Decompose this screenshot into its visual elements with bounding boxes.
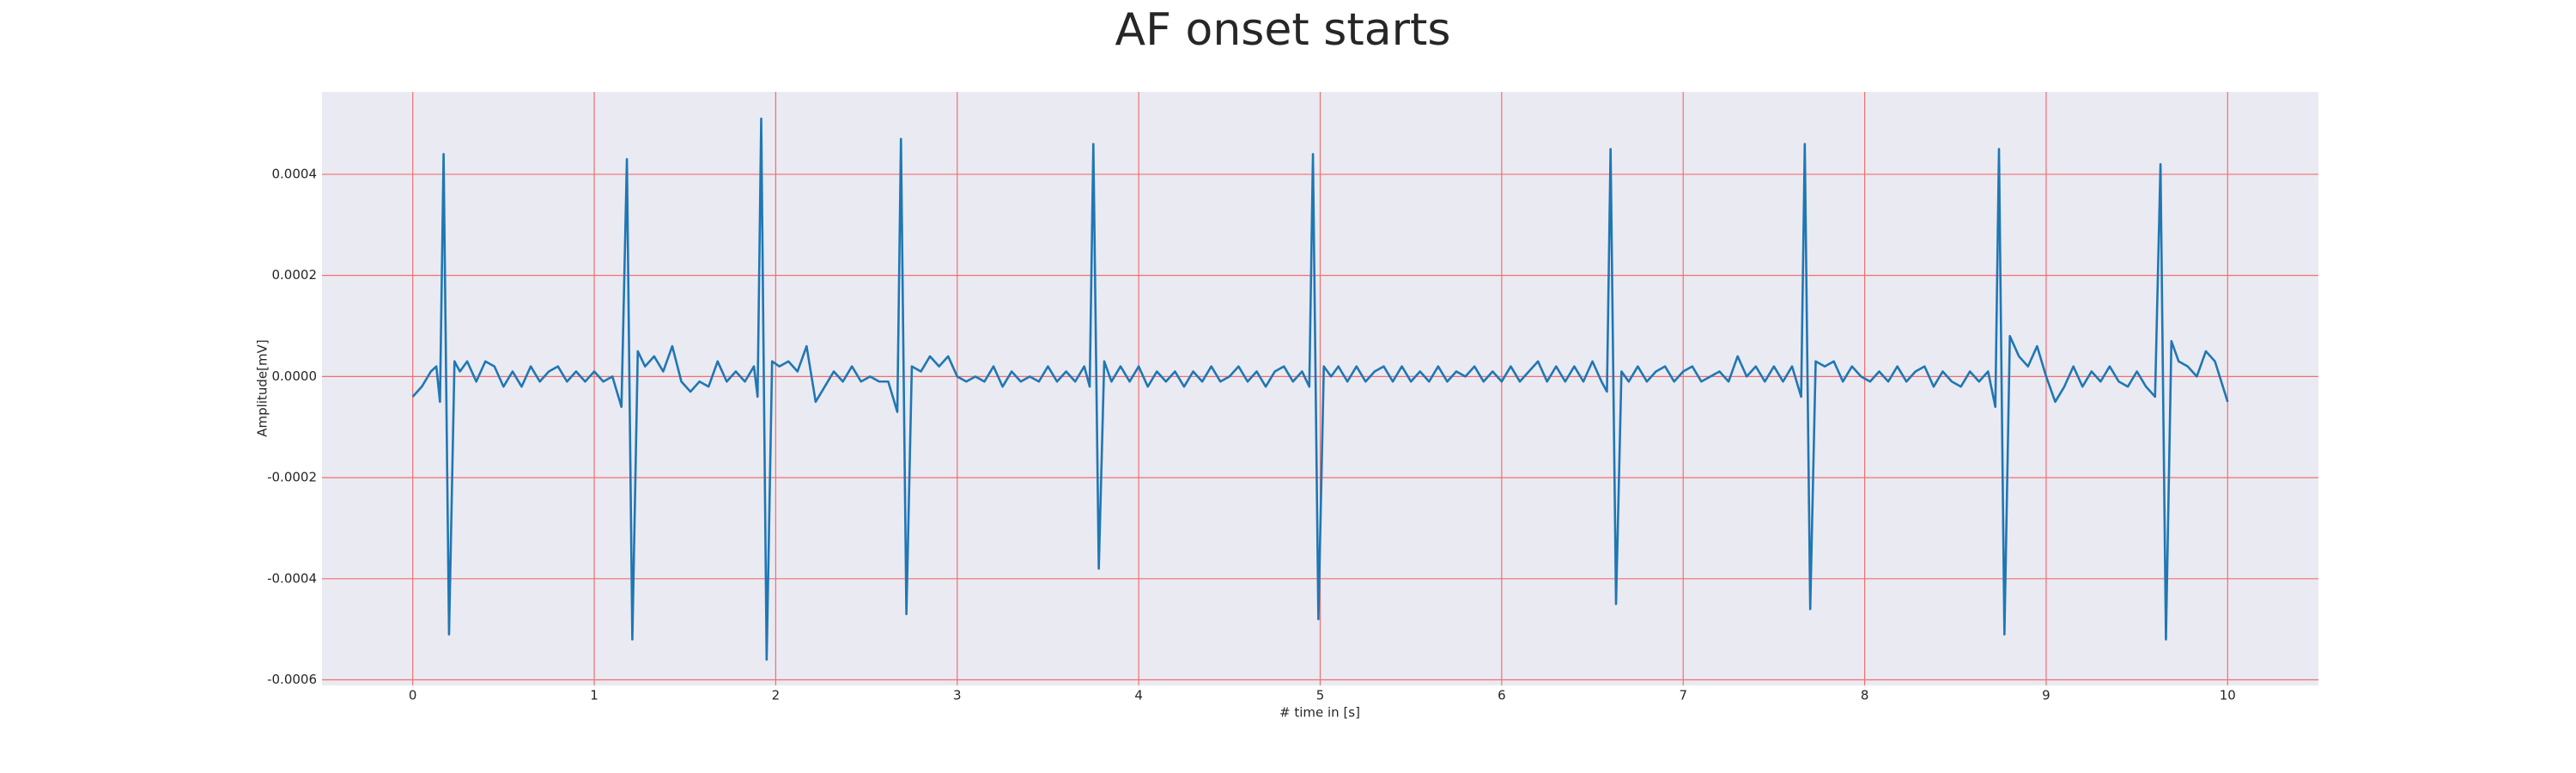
x-tick-label: 7 — [1679, 688, 1687, 703]
y-axis-label: Amplitude[mV] — [255, 339, 270, 436]
x-tick-label: 5 — [1316, 688, 1325, 703]
chart-title: AF onset starts — [1115, 4, 1451, 56]
y-tick-label: -0.0002 — [267, 470, 317, 485]
x-axis-label: # time in [s] — [1279, 705, 1360, 721]
grid — [322, 92, 2318, 685]
x-tick-label: 6 — [1498, 688, 1506, 703]
y-tick-label: 0.0000 — [272, 368, 318, 384]
y-tick-label: 0.0004 — [272, 166, 318, 181]
x-tick-label: 3 — [953, 688, 962, 703]
y-tick-label: -0.0006 — [267, 672, 317, 687]
ecg-line — [411, 117, 2229, 661]
x-tick-label: 8 — [1861, 688, 1869, 703]
x-tick-label: 2 — [772, 688, 781, 703]
y-tick-label: 0.0002 — [272, 267, 318, 283]
x-tick-label: 0 — [409, 688, 417, 703]
x-tick-label: 1 — [590, 688, 598, 703]
x-tick-label: 4 — [1134, 688, 1143, 703]
x-tick-label: 9 — [2042, 688, 2050, 703]
x-tick-label: 10 — [2220, 688, 2236, 703]
y-tick-label: -0.0004 — [267, 570, 317, 586]
